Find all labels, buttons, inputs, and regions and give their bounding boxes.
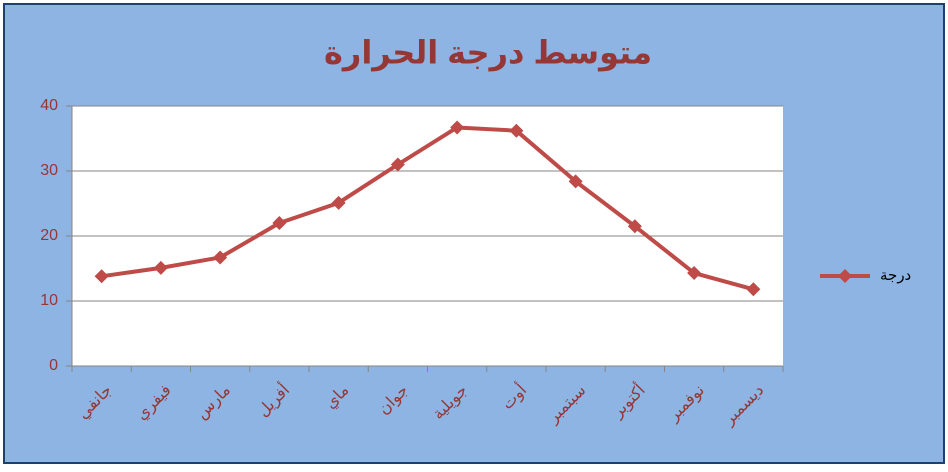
y-tick-label: 40 <box>40 97 58 114</box>
point <box>627 219 642 234</box>
point <box>94 269 109 284</box>
point <box>153 260 168 275</box>
legend-label: درجة <box>880 267 911 284</box>
point <box>272 216 287 230</box>
point <box>746 282 761 297</box>
legend-marker <box>838 269 852 283</box>
point <box>213 250 228 265</box>
line-series <box>101 125 754 292</box>
y-tick-label: 20 <box>40 227 58 244</box>
y-tick-label: 10 <box>40 292 58 309</box>
point <box>390 157 405 172</box>
point <box>450 120 465 135</box>
point <box>687 266 702 281</box>
point <box>331 195 346 210</box>
point <box>568 174 583 189</box>
point <box>509 123 524 138</box>
y-tick-label: 30 <box>40 162 58 179</box>
y-tick-label: 0 <box>49 357 58 374</box>
chart-title: متوسط درجة الحرارة <box>324 34 652 71</box>
